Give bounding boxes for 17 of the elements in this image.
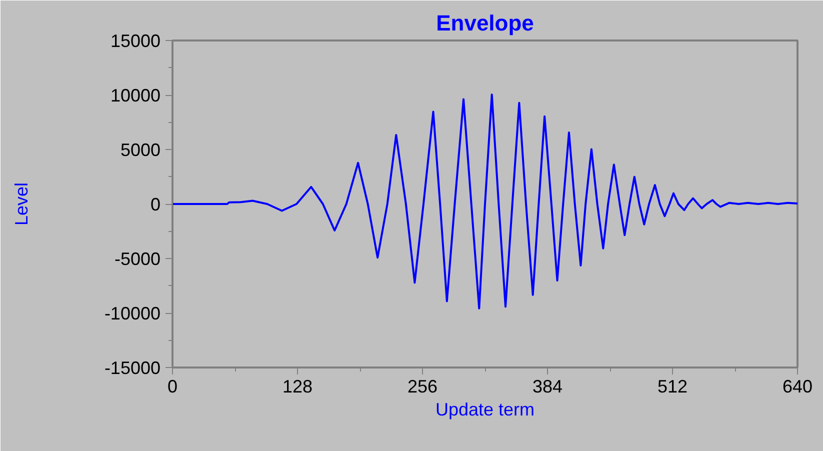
- y-tick-label: -10000: [104, 304, 161, 324]
- y-tick-label: 5000: [120, 140, 161, 160]
- x-tick-label: 384: [532, 376, 563, 396]
- x-tick-label: 256: [407, 376, 438, 396]
- y-axis-title: Level: [11, 182, 32, 226]
- x-tick-label: 512: [657, 376, 688, 396]
- x-tick-label: 640: [782, 376, 813, 396]
- x-tick-label: 128: [282, 376, 313, 396]
- x-tick-label: 0: [167, 376, 178, 396]
- line-series: [172, 94, 798, 310]
- y-tick-label: 15000: [110, 31, 161, 51]
- y-tick-label: -5000: [114, 249, 161, 269]
- y-tick-label: -15000: [104, 358, 161, 378]
- y-tick-label: 0: [150, 194, 161, 214]
- x-axis-title: Update term: [435, 400, 535, 420]
- y-tick-label: 10000: [110, 86, 161, 106]
- chart-title: Envelope: [436, 10, 534, 36]
